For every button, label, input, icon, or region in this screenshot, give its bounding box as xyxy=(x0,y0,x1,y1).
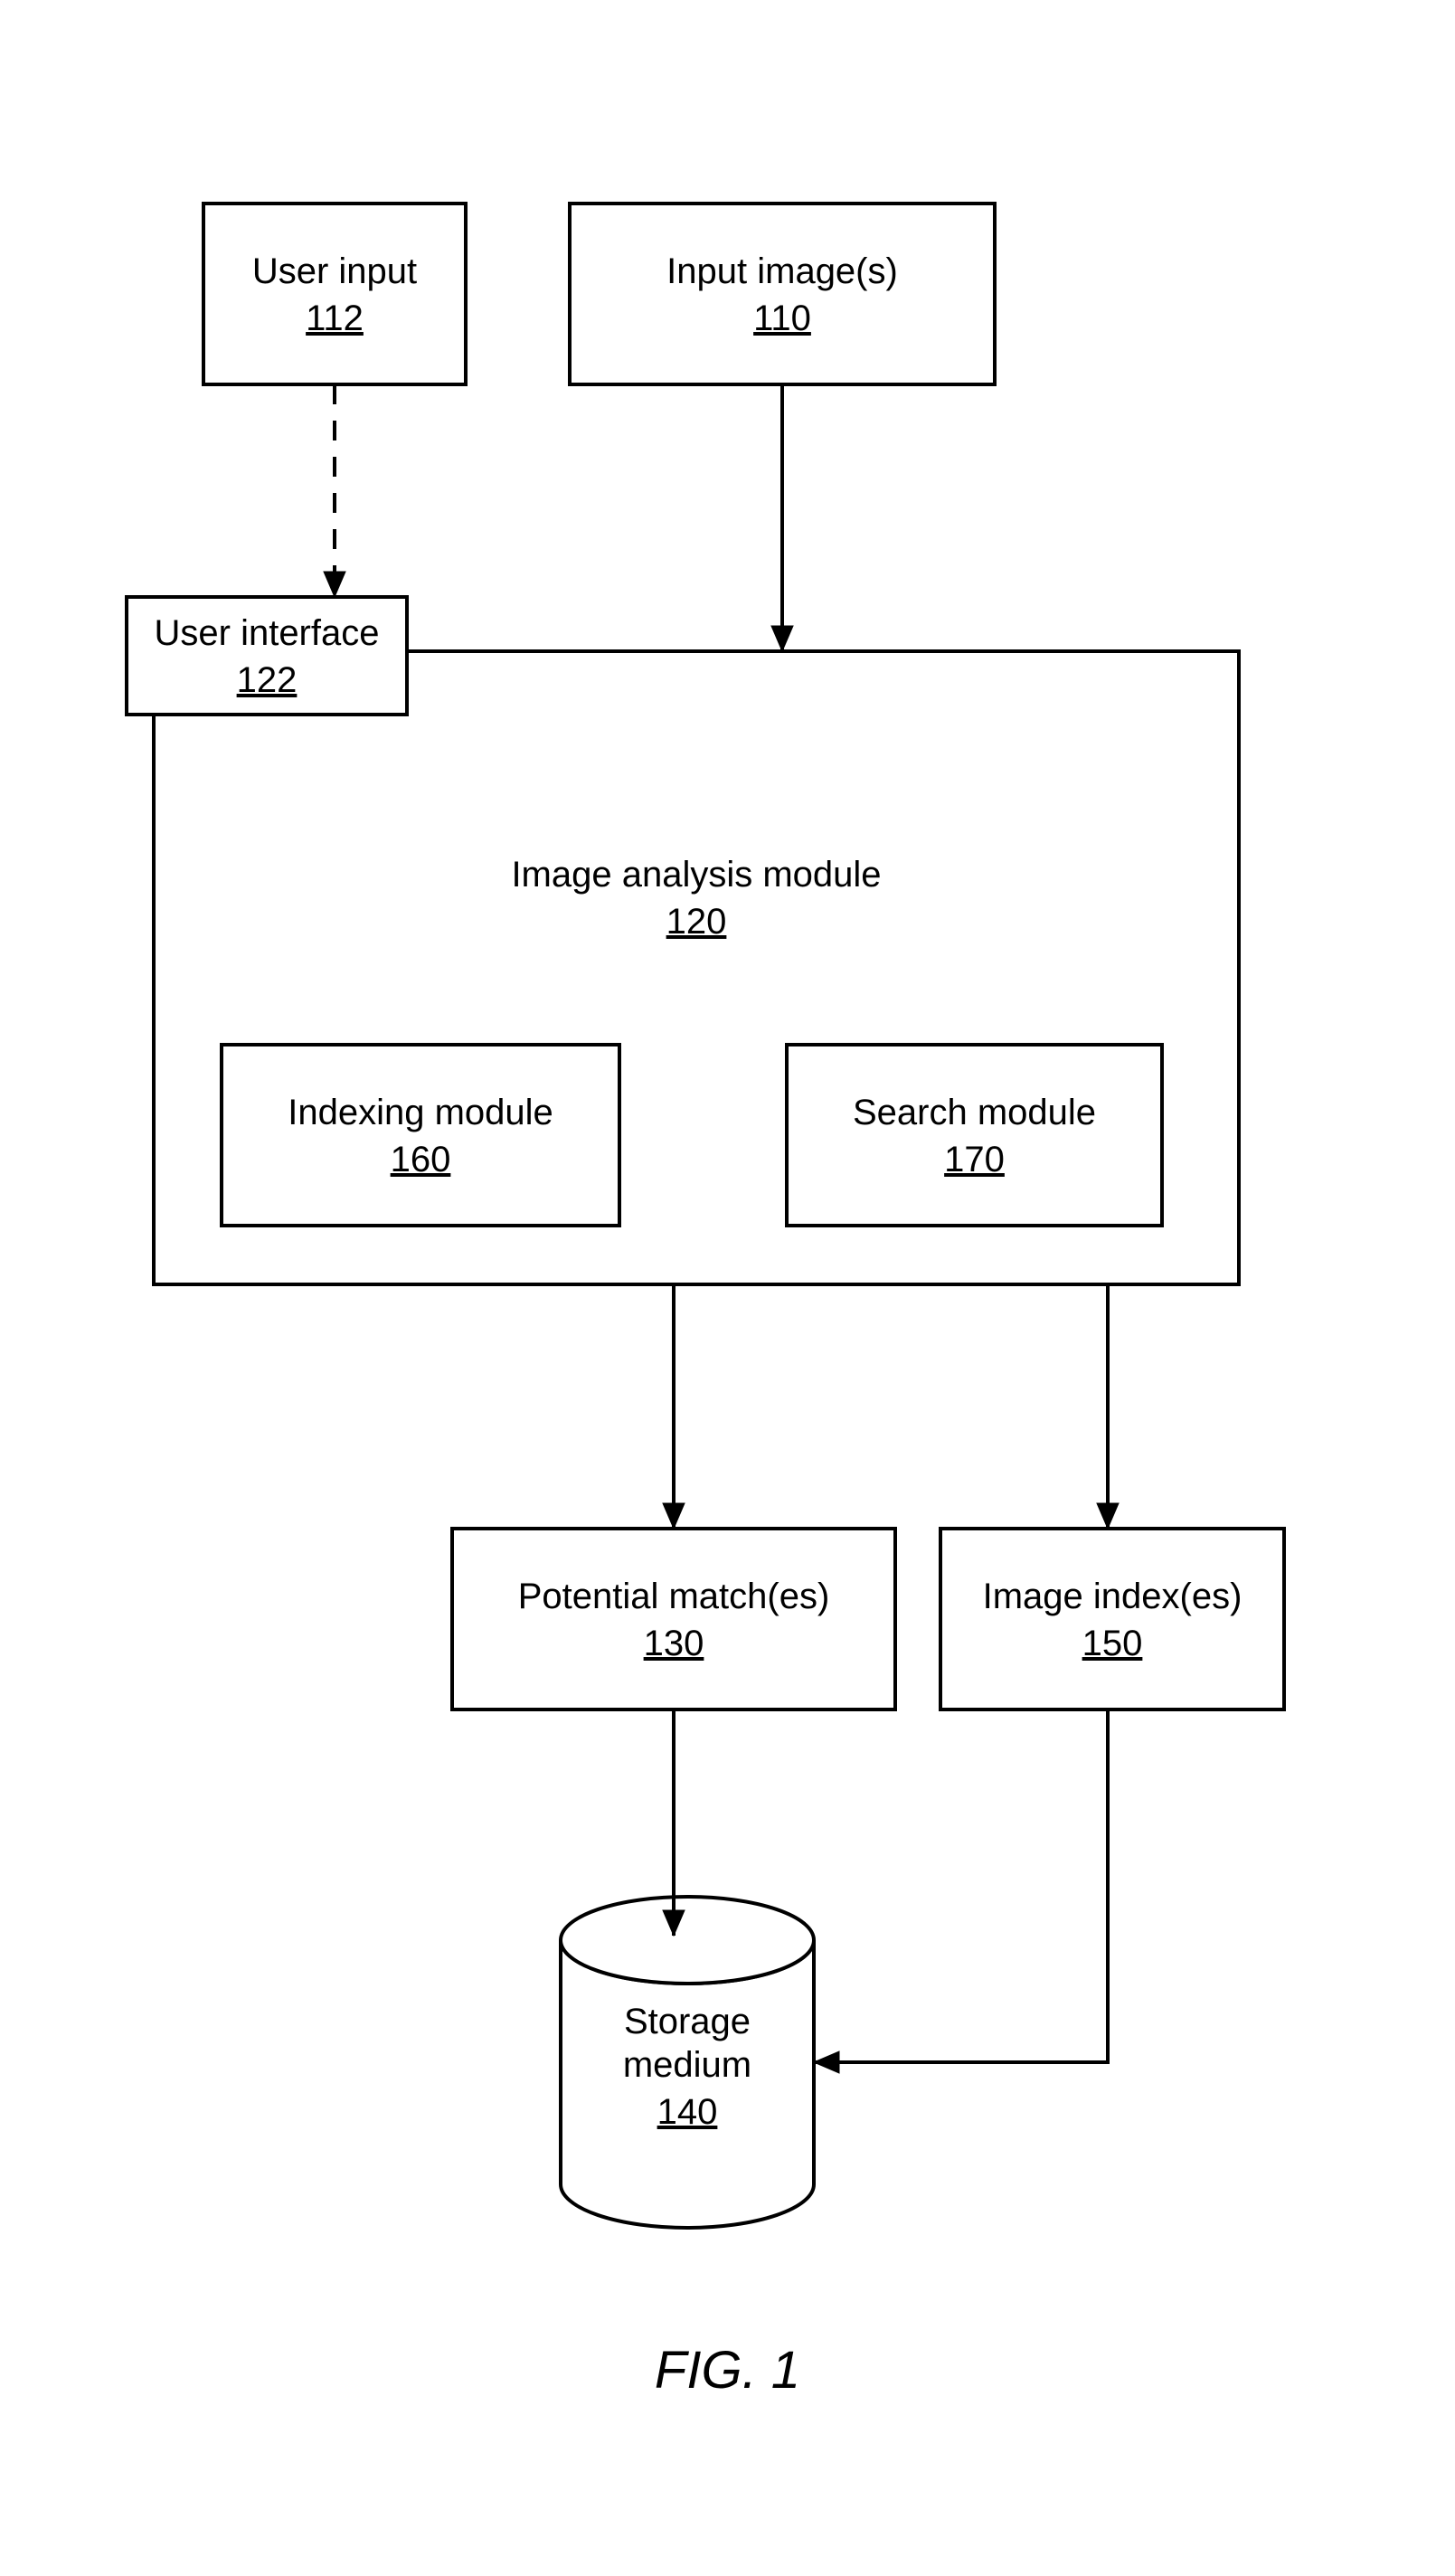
node-label-potential_matches: Potential match(es) xyxy=(518,1577,830,1616)
node-user_input xyxy=(203,204,466,384)
node-search_module xyxy=(787,1045,1162,1226)
node-label2-storage_medium: medium xyxy=(623,2045,751,2085)
node-ref-storage_medium: 140 xyxy=(657,2092,718,2132)
node-label-image_indexes: Image index(es) xyxy=(983,1577,1242,1616)
node-ref-user_input: 112 xyxy=(306,298,364,338)
figure-caption-svg: FIG. 1 xyxy=(655,2341,800,2400)
node-input_images xyxy=(570,204,995,384)
node-label-user_interface: User interface xyxy=(155,613,380,653)
node-label-analysis_module: Image analysis module xyxy=(511,855,881,895)
node-ref-image_indexes: 150 xyxy=(1082,1624,1143,1663)
node-ref-analysis_module: 120 xyxy=(666,902,727,942)
node-label1-storage_medium: Storage xyxy=(624,2002,751,2041)
node-potential_matches xyxy=(452,1529,895,1709)
node-label-search_module: Search module xyxy=(853,1093,1096,1132)
node-indexing_module xyxy=(222,1045,619,1226)
node-label-input_images: Input image(s) xyxy=(666,251,898,291)
node-ref-indexing_module: 160 xyxy=(391,1140,451,1179)
node-label-user_input: User input xyxy=(252,251,417,291)
node-ref-potential_matches: 130 xyxy=(644,1624,704,1663)
node-image_indexes xyxy=(940,1529,1284,1709)
node-ref-search_module: 170 xyxy=(944,1140,1005,1179)
node-ref-input_images: 110 xyxy=(753,298,811,338)
node-ref-user_interface: 122 xyxy=(237,660,298,700)
node-storage_medium-top xyxy=(561,1897,814,1984)
node-label-indexing_module: Indexing module xyxy=(288,1093,553,1132)
